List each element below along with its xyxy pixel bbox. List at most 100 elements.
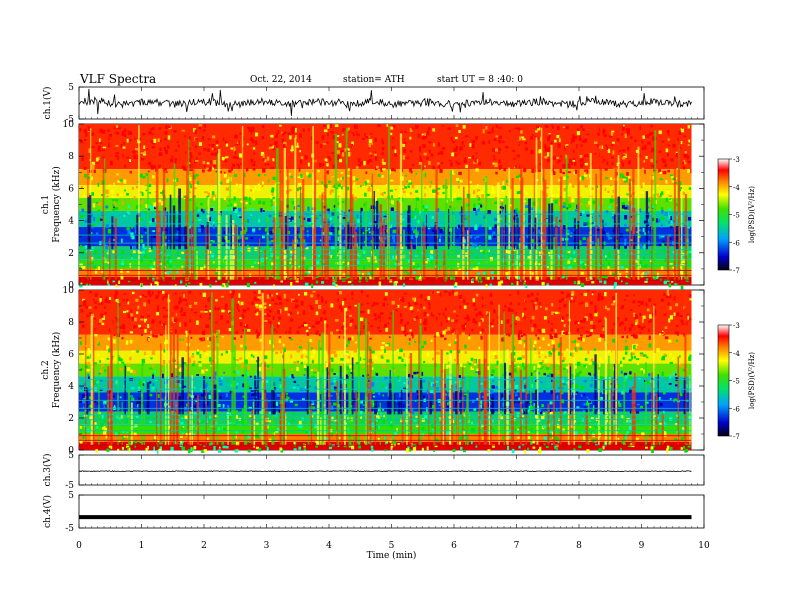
spectral-speckle [94, 249, 98, 254]
spectral-speckle [196, 213, 200, 217]
spectral-speckle [610, 346, 613, 348]
spectral-speckle [612, 189, 615, 194]
spectral-speckle [359, 356, 362, 361]
spectral-speckle [644, 135, 647, 138]
spectral-speckle [665, 197, 668, 203]
spectral-speckle [205, 352, 209, 356]
spectral-speckle [475, 321, 478, 324]
spectral-speckle [189, 304, 192, 309]
spectral-speckle [113, 334, 116, 337]
spectral-speckle [374, 356, 378, 360]
sferic-streak [533, 131, 535, 281]
spectral-speckle [515, 311, 517, 315]
spectral-speckle [341, 201, 345, 203]
spectral-speckle [227, 279, 230, 283]
spectral-speckle [540, 367, 543, 370]
spectral-speckle [330, 131, 334, 134]
spectral-speckle [196, 374, 200, 376]
spectral-speckle [294, 441, 297, 446]
no-data-area [691, 124, 704, 285]
spectral-speckle [134, 181, 137, 185]
spectral-speckle [133, 377, 136, 380]
spectral-speckle [257, 367, 262, 372]
spectral-speckle [574, 365, 577, 369]
spectral-speckle [477, 191, 481, 193]
spectral-speckle [632, 352, 635, 356]
spectral-speckle [372, 390, 375, 394]
spectral-speckle [140, 239, 144, 243]
spectral-speckle [215, 140, 219, 144]
spectral-speckle [166, 178, 169, 183]
spectral-speckle [243, 173, 246, 177]
spectral-speckle [331, 227, 335, 230]
spectral-speckle [643, 272, 647, 277]
spectral-speckle [377, 407, 381, 412]
spectral-speckle [465, 164, 468, 169]
spectral-speckle [235, 183, 239, 188]
spectral-speckle [381, 175, 384, 178]
spectral-speckle [318, 347, 323, 350]
spectral-speckle [378, 425, 381, 430]
spectral-speckle [474, 224, 477, 227]
spectral-speckle [634, 334, 638, 339]
spectral-speckle [267, 364, 270, 368]
sferic-streak [651, 175, 653, 281]
spectral-speckle [629, 350, 632, 354]
spectral-speckle [370, 272, 373, 277]
spectral-speckle [495, 171, 498, 175]
spectral-speckle [549, 430, 552, 435]
spectral-speckle [406, 181, 409, 185]
spectral-speckle [275, 133, 278, 138]
spectral-speckle [180, 421, 184, 426]
spectral-speckle [198, 209, 200, 212]
spectral-speckle [111, 199, 115, 202]
spectral-speckle [134, 229, 137, 234]
spectral-speckle [169, 260, 173, 263]
spectral-speckle [668, 196, 670, 201]
spectral-speckle [364, 192, 367, 197]
spectral-speckle [86, 356, 90, 359]
spectral-speckle [584, 162, 588, 166]
spectral-speckle [452, 170, 456, 175]
spectral-speckle [248, 126, 252, 131]
spectral-speckle [451, 331, 455, 336]
spectral-speckle [404, 327, 407, 333]
spectral-speckle [241, 360, 245, 364]
spectral-speckle [647, 270, 650, 274]
spectral-speckle [652, 164, 655, 169]
spectral-speckle [649, 259, 653, 263]
spectral-speckle [561, 330, 565, 335]
spectral-speckle [409, 337, 411, 341]
sferic-streak [511, 177, 514, 281]
spectral-speckle [290, 354, 293, 359]
spectral-speckle [512, 150, 516, 153]
spectral-speckle [115, 380, 118, 385]
spectral-speckle [332, 208, 336, 212]
spectral-speckle [558, 159, 562, 162]
spectral-speckle [425, 260, 428, 264]
spectral-speckle [405, 271, 408, 274]
spectral-speckle [506, 179, 508, 183]
spectral-speckle [269, 235, 274, 239]
spectral-speckle [112, 250, 115, 254]
spectral-speckle [419, 158, 423, 162]
spectral-speckle [457, 172, 460, 175]
spectral-speckle [533, 382, 535, 386]
spectral-speckle [518, 357, 522, 360]
spectral-speckle [251, 164, 256, 167]
spectral-speckle [655, 276, 659, 280]
spectral-speckle [121, 201, 124, 205]
spectral-speckle [417, 173, 421, 177]
spectral-speckle [538, 239, 542, 243]
spectral-speckle [505, 249, 508, 254]
spectral-speckle [211, 147, 214, 151]
spectral-speckle [331, 223, 334, 227]
spectral-speckle [201, 330, 206, 335]
spectral-speckle [516, 154, 520, 158]
spectral-speckle [99, 142, 103, 145]
spectral-speckle [576, 328, 580, 333]
spectral-speckle [383, 326, 387, 328]
spectral-speckle [202, 210, 205, 214]
spectral-speckle [348, 444, 352, 447]
spectral-speckle [481, 194, 484, 198]
